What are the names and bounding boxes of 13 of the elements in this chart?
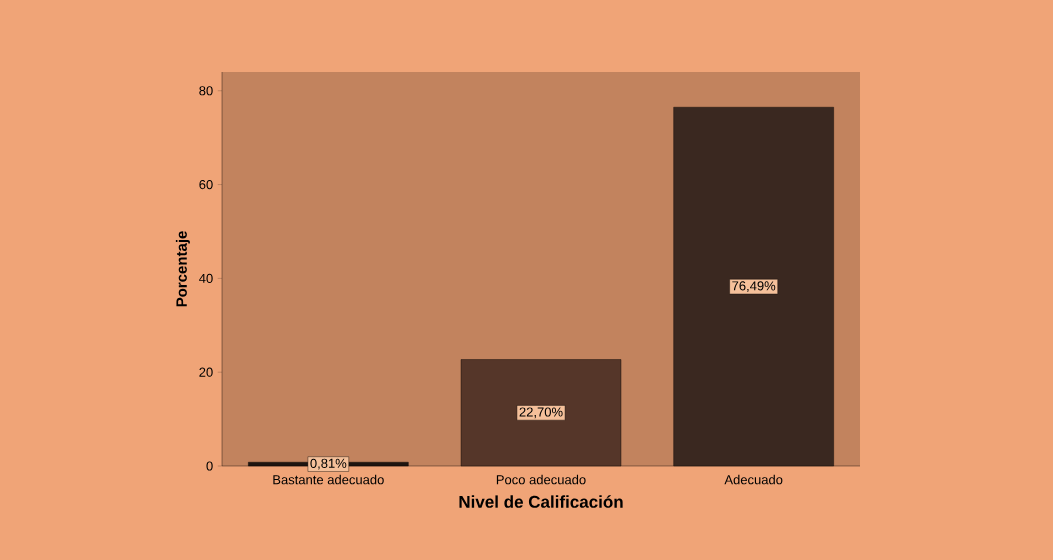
data-label: 0,81% <box>310 458 347 470</box>
y-tick-label: 20 <box>199 367 213 377</box>
data-label: 22,70% <box>519 407 563 419</box>
x-axis-title: Nivel de Calificación <box>459 495 623 508</box>
y-tick-label: 40 <box>199 273 213 283</box>
y-axis-title: Porcentaje <box>175 231 190 307</box>
y-tick-label: 80 <box>199 86 213 96</box>
x-tick-label: Bastante adecuado <box>273 474 384 485</box>
y-tick-label: 0 <box>206 461 213 471</box>
data-label: 76,49% <box>732 281 776 292</box>
y-tick-label: 60 <box>199 179 213 190</box>
x-tick-label: Adecuado <box>724 474 783 485</box>
x-tick-label: Poco adecuado <box>496 474 586 485</box>
